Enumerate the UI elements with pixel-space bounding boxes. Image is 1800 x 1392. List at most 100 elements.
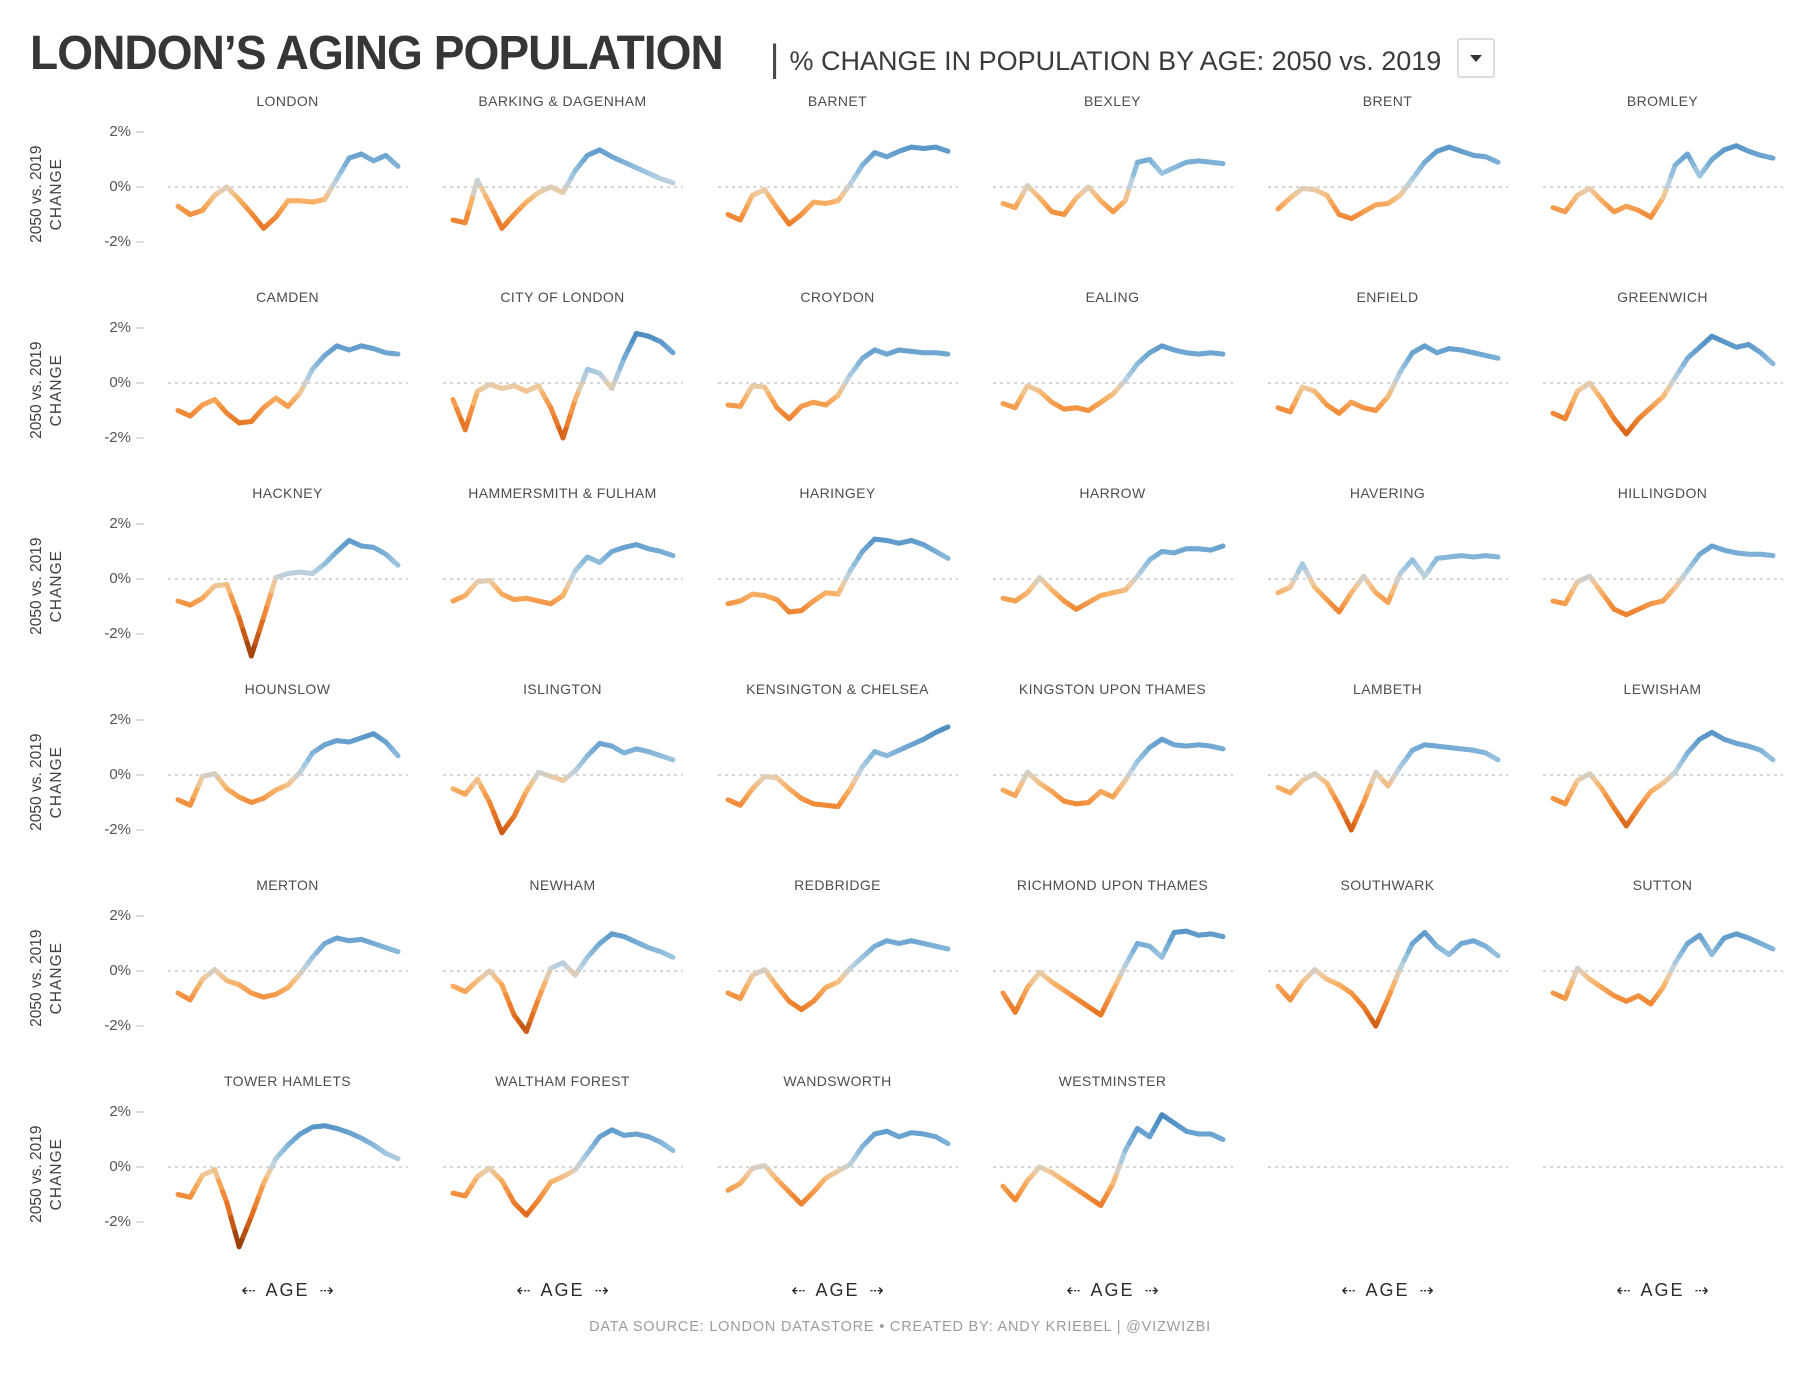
- trend-chart-westminster[interactable]: [992, 1092, 1233, 1254]
- trend-chart-lewisham[interactable]: [1542, 700, 1783, 862]
- trend-chart-hammersmith-fulham[interactable]: [442, 504, 683, 666]
- y-tick-2pct: 2%: [109, 319, 144, 337]
- chart-title: LONDON: [256, 93, 319, 109]
- trend-chart-hackney[interactable]: [167, 504, 408, 666]
- chart-cell-newham: NEWHAM: [425, 874, 700, 1070]
- trend-chart-ealing[interactable]: [992, 308, 1233, 470]
- y-tick-2pct: 2%: [109, 711, 144, 729]
- small-multiples-grid: 2050 vs. 2019 CHANGE 2% 0% -2% LONDON BARKING …: [0, 90, 1800, 1266]
- page-subtitle: % CHANGE IN POPULATION BY AGE: 2050 vs. …: [789, 46, 1442, 76]
- trend-chart-camden[interactable]: [167, 308, 408, 470]
- trend-chart-haringey[interactable]: [717, 504, 958, 666]
- header: LONDON’S AGING POPULATION | % CHANGE IN …: [0, 0, 1800, 78]
- trend-chart-sutton[interactable]: [1542, 896, 1783, 1058]
- trend-line: [175, 731, 400, 808]
- y-tick-2pct: 2%: [109, 123, 144, 141]
- y-tick-neg2pct: -2%: [104, 429, 144, 447]
- trend-chart-southwark[interactable]: [1267, 896, 1508, 1058]
- chart-title: KENSINGTON & CHELSEA: [746, 681, 929, 697]
- trend-chart-hounslow[interactable]: [167, 700, 408, 862]
- chart-cell-merton: MERTON: [150, 874, 425, 1070]
- y-tick-mark: [136, 523, 144, 526]
- y-tick-text: -2%: [104, 1213, 131, 1230]
- trend-line: [450, 331, 675, 441]
- chart-cell-wandsworth: WANDSWORTH: [700, 1070, 975, 1266]
- chart-row: 2050 vs. 2019 CHANGE 2% 0% -2% MERTON NEWHAM RE…: [0, 874, 1800, 1070]
- chart-row: 2050 vs. 2019 CHANGE 2% 0% -2% HOUNSLOW ISLING…: [0, 678, 1800, 874]
- trend-chart-barking-dagenham[interactable]: [442, 112, 683, 274]
- y-axis-label: 2050 vs. 2019 CHANGE: [27, 707, 67, 857]
- trend-chart-barnet[interactable]: [717, 112, 958, 274]
- trend-chart-hillingdon[interactable]: [1542, 504, 1783, 666]
- y-tick-mark: [136, 970, 144, 973]
- y-tick-neg2pct: -2%: [104, 1017, 144, 1035]
- chart-cell-havering: HAVERING: [1250, 482, 1525, 678]
- trend-chart-merton[interactable]: [167, 896, 408, 1058]
- chart-cell-southwark: SOUTHWARK: [1250, 874, 1525, 1070]
- chart-cell-redbridge: REDBRIDGE: [700, 874, 975, 1070]
- y-tick-mark: [136, 1221, 144, 1224]
- trend-chart-enfield[interactable]: [1267, 308, 1508, 470]
- trend-chart-greenwich[interactable]: [1542, 308, 1783, 470]
- trend-chart-islington[interactable]: [442, 700, 683, 862]
- x-axis-label-age: ⇠ AGE ⇢: [1250, 1280, 1525, 1301]
- trend-chart-london[interactable]: [167, 112, 408, 274]
- page-title: LONDON’S AGING POPULATION: [30, 27, 724, 80]
- y-axis-label-line2: CHANGE: [48, 1137, 65, 1211]
- chart-title: ISLINGTON: [523, 681, 602, 697]
- age-label-text: AGE: [1640, 1280, 1685, 1300]
- trend-line: [450, 542, 675, 607]
- trend-line: [1550, 143, 1775, 220]
- trend-chart-croydon[interactable]: [717, 308, 958, 470]
- y-axis-label: 2050 vs. 2019 CHANGE: [27, 119, 67, 269]
- y-axis-label-line2: CHANGE: [48, 157, 65, 231]
- chart-title: SOUTHWARK: [1340, 877, 1435, 893]
- trend-chart-richmond-upon-thames[interactable]: [992, 896, 1233, 1058]
- y-axis-gutter: 2050 vs. 2019 CHANGE 2% 0% -2%: [0, 678, 150, 874]
- trend-chart-kingston-upon-thames[interactable]: [992, 700, 1233, 862]
- trend-chart-tower-hamlets[interactable]: [167, 1092, 408, 1254]
- y-tick-0pct: 0%: [109, 1158, 144, 1176]
- age-arrow-right-icon: ⇢: [319, 1281, 334, 1301]
- y-axis-gutter: 2050 vs. 2019 CHANGE 2% 0% -2%: [0, 90, 150, 286]
- age-arrow-left-icon: ⇠: [1616, 1281, 1631, 1301]
- y-axis-gutter: 2050 vs. 2019 CHANGE 2% 0% -2%: [0, 874, 150, 1070]
- chart-cell-greenwich: GREENWICH: [1525, 286, 1800, 482]
- chart-cell-croydon: CROYDON: [700, 286, 975, 482]
- y-tick-mark: [136, 719, 144, 722]
- trend-chart-wandsworth[interactable]: [717, 1092, 958, 1254]
- chart-title: WALTHAM FOREST: [495, 1073, 630, 1089]
- trend-chart-brent[interactable]: [1267, 112, 1508, 274]
- y-axis-label: 2050 vs. 2019 CHANGE: [27, 511, 67, 661]
- chart-title: LAMBETH: [1353, 681, 1422, 697]
- trend-chart-redbridge[interactable]: [717, 896, 958, 1058]
- chart-cell-enfield: ENFIELD: [1250, 286, 1525, 482]
- y-axis-label-line1: 2050 vs. 2019: [27, 537, 45, 635]
- trend-chart-bexley[interactable]: [992, 112, 1233, 274]
- y-tick-text: 2%: [109, 319, 131, 336]
- chart-cell-city-of-london: CITY OF LONDON: [425, 286, 700, 482]
- chart-title: ENFIELD: [1356, 289, 1419, 305]
- chart-title: WESTMINSTER: [1058, 1073, 1167, 1089]
- y-tick-mark: [136, 578, 144, 581]
- y-tick-mark: [136, 829, 144, 832]
- chart-cell-london: LONDON: [150, 90, 425, 286]
- age-label-text: AGE: [540, 1280, 585, 1300]
- trend-chart-waltham-forest[interactable]: [442, 1092, 683, 1254]
- trend-chart-havering[interactable]: [1267, 504, 1508, 666]
- trend-line: [1000, 343, 1225, 413]
- trend-line: [1000, 1112, 1225, 1208]
- trend-chart-bromley[interactable]: [1542, 112, 1783, 274]
- trend-chart-lambeth[interactable]: [1267, 700, 1508, 862]
- trend-chart-city-of-london[interactable]: [442, 308, 683, 470]
- trend-line: [450, 931, 675, 1034]
- chart-cell-lewisham: LEWISHAM: [1525, 678, 1800, 874]
- x-axis-label-age: ⇠ AGE ⇢: [700, 1280, 975, 1301]
- trend-chart-harrow[interactable]: [992, 504, 1233, 666]
- age-arrow-left-icon: ⇠: [791, 1281, 806, 1301]
- trend-chart-newham[interactable]: [442, 896, 683, 1058]
- trend-chart-kensington-chelsea[interactable]: [717, 700, 958, 862]
- chart-title: HACKNEY: [252, 485, 323, 501]
- measure-dropdown-button[interactable]: [1457, 38, 1496, 78]
- y-tick-mark: [136, 131, 144, 134]
